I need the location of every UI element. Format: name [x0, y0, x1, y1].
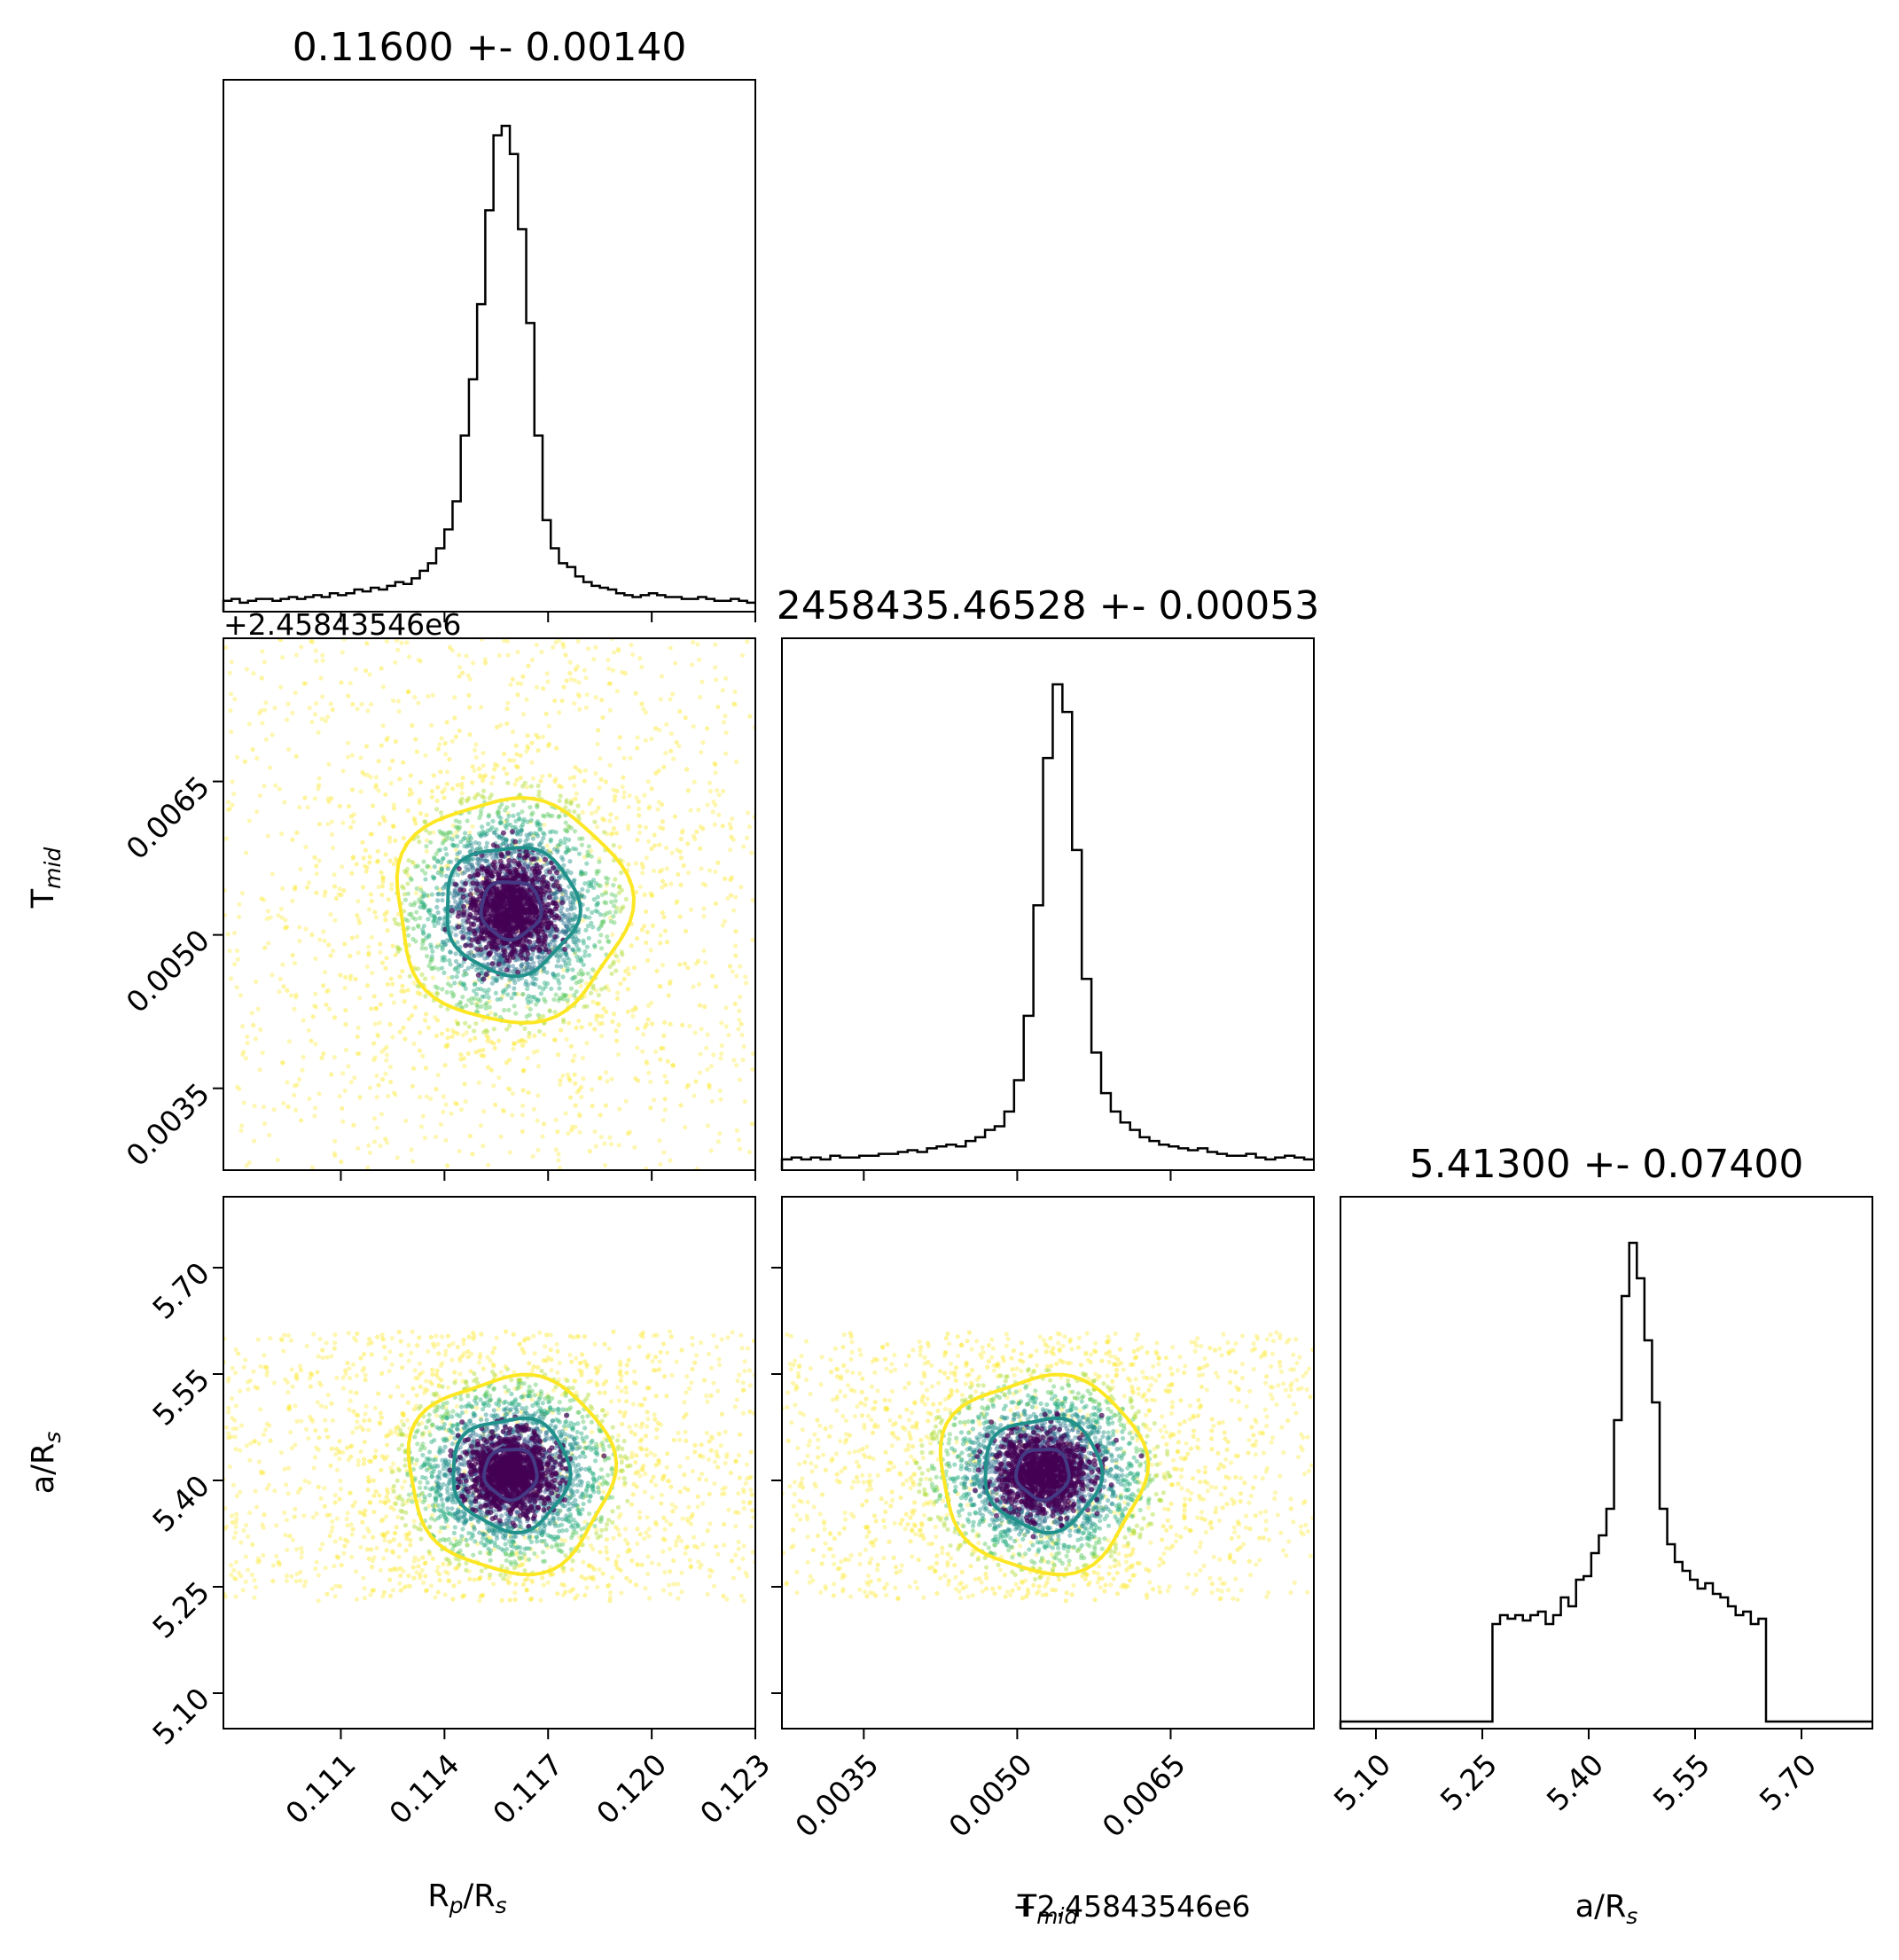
y-tick-label: 0.0065: [120, 769, 216, 866]
x-axis-label-tmid: Tmid: [1017, 1889, 1079, 1929]
histogram-ars: [1339, 1241, 1872, 1729]
x-axis-label-ars: a/Rs: [1575, 1889, 1638, 1929]
y-tick-label: 5.10: [145, 1681, 216, 1752]
x-tick-label: 0.0065: [1096, 1747, 1192, 1844]
histogram-tmid: [780, 683, 1314, 1170]
hist-panel-rprs: 0.11600 +- 0.00140: [222, 25, 756, 613]
y-tick-label: 5.55: [145, 1362, 216, 1433]
axes-frame: [781, 1196, 1315, 1730]
y-tick-label: 5.25: [145, 1574, 216, 1645]
hist-panel-tmid: 2458435.46528 +- 0.00053: [777, 583, 1320, 1171]
contour-middle: [445, 846, 582, 979]
x-tick-label: 5.55: [1646, 1747, 1717, 1818]
x-tick-label: 0.114: [382, 1747, 465, 1831]
contour-outer: [395, 795, 637, 1025]
axes-frame: [223, 1196, 756, 1730]
axes-frame: [1340, 1196, 1873, 1730]
axes-frame: [223, 79, 756, 613]
x-axis-label-rprs: Rp/Rs: [427, 1878, 506, 1918]
sample-points: [782, 1330, 1314, 1604]
y-tick-label: 0.0035: [120, 1076, 216, 1173]
contour-inner: [479, 879, 543, 942]
x-tick-label: 5.70: [1753, 1747, 1824, 1818]
panel-title: 5.41300 +- 0.07400: [1410, 1142, 1804, 1187]
contour-inner: [1013, 1447, 1071, 1503]
histogram-rprs: [222, 124, 755, 612]
x-tick-label: 5.10: [1327, 1747, 1398, 1818]
y-axis-label-tmid: Tmid: [26, 847, 66, 910]
contour-inner: [481, 1447, 539, 1503]
offset-text: +2.45843546e6: [223, 607, 461, 642]
hist-panel-ars: 5.41300 +- 0.07400: [1339, 1142, 1873, 1730]
x-tick-label: 5.40: [1540, 1747, 1611, 1818]
axes-frame: [223, 637, 756, 1171]
axes-frame: [781, 637, 1315, 1171]
y-axis-label-ars: a/Rs: [26, 1432, 66, 1495]
scatter-panel-rprs-tmid: [223, 637, 756, 1171]
y-tick-label: 0.0050: [120, 923, 216, 1019]
x-tick-label: 0.120: [590, 1747, 673, 1831]
contour-middle: [451, 1416, 573, 1535]
contour-outer: [406, 1372, 619, 1577]
contour-middle: [983, 1416, 1105, 1535]
x-tick-label: 0.0035: [788, 1747, 885, 1844]
x-tick-label: 0.123: [693, 1747, 777, 1831]
y-tick-label: 5.40: [145, 1468, 216, 1539]
x-tick-label: 0.0050: [942, 1747, 1038, 1844]
x-tick-label: 5.25: [1434, 1747, 1504, 1818]
panel-title: 2458435.46528 +- 0.00053: [777, 583, 1320, 629]
y-tick-label: 5.70: [145, 1255, 216, 1326]
panel-title: 0.11600 +- 0.00140: [293, 25, 687, 70]
scatter-panel-tmid-ars: [781, 1196, 1315, 1730]
sample-points: [223, 1329, 755, 1604]
sample-points: [223, 638, 755, 1170]
scatter-panel-rprs-ars: [223, 1196, 756, 1730]
x-tick-label: 0.117: [486, 1747, 569, 1831]
x-tick-label: 0.111: [278, 1747, 362, 1831]
contour-outer: [938, 1372, 1151, 1577]
offset-text: +2.45843546e6: [1012, 1889, 1250, 1924]
